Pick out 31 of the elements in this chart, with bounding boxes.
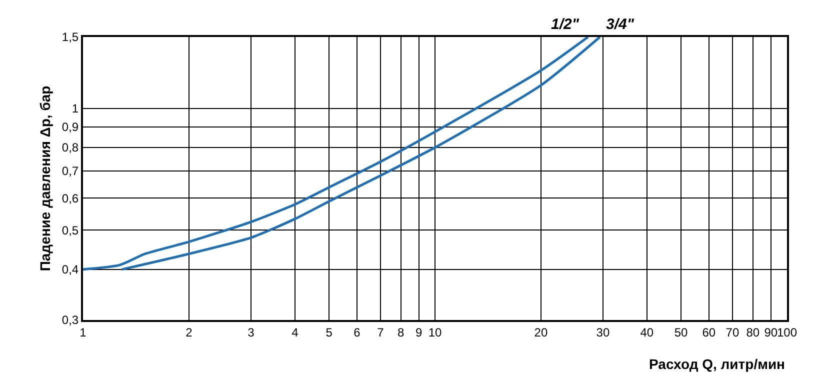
x-tick-label: 70 — [726, 325, 740, 340]
x-tick-label: 8 — [398, 325, 405, 340]
x-tick-label: 4 — [292, 325, 299, 340]
x-tick-label: 6 — [354, 325, 361, 340]
y-tick-label: 0,4 — [62, 262, 79, 277]
series-label: 3/4" — [606, 16, 635, 33]
x-tick-label: 3 — [248, 325, 255, 340]
x-tick-label: 20 — [534, 325, 548, 340]
y-tick-label: 0,3 — [62, 313, 79, 328]
y-tick-label: 0,5 — [62, 223, 79, 238]
x-tick-label: 2 — [186, 325, 193, 340]
x-tick-label: 30 — [596, 325, 610, 340]
y-tick-label: 0,9 — [62, 120, 79, 134]
x-tick-label: 60 — [702, 325, 716, 340]
y-tick-label: 0,6 — [62, 191, 79, 206]
x-tick-label: 10 — [428, 325, 442, 340]
x-tick-label: 100 — [776, 325, 798, 340]
x-axis-title: Расход Q, литр/мин — [649, 356, 786, 372]
x-tick-label: 7 — [377, 325, 384, 340]
y-tick-label: 1 — [72, 102, 79, 116]
y-axis-title: Падение давления Δp, бар — [37, 86, 54, 272]
y-tick-label: 1,5 — [62, 30, 79, 44]
y-tick-label: 0,7 — [62, 164, 79, 178]
x-tick-label: 90 — [764, 325, 778, 340]
x-tick-label: 50 — [674, 325, 688, 340]
x-tick-label: 9 — [416, 325, 423, 340]
x-tick-label: 5 — [326, 325, 333, 340]
x-tick-label: 80 — [746, 325, 760, 340]
x-tick-label: 40 — [640, 325, 654, 340]
series-label: 1/2" — [551, 16, 580, 33]
y-tick-label: 0,8 — [62, 140, 79, 155]
